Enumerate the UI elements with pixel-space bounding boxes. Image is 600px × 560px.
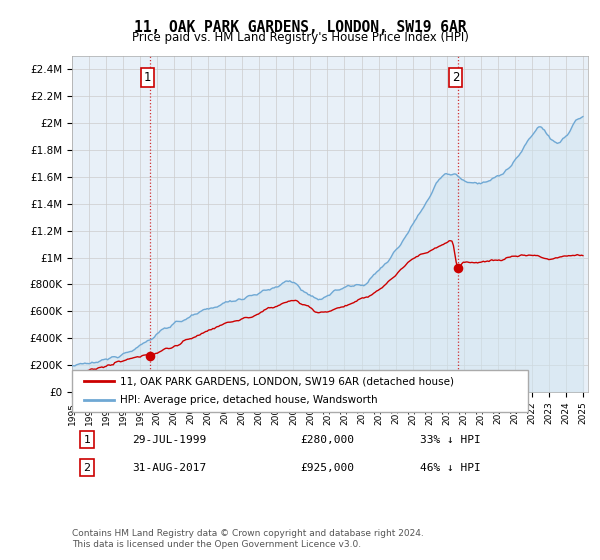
Text: Price paid vs. HM Land Registry's House Price Index (HPI): Price paid vs. HM Land Registry's House … bbox=[131, 31, 469, 44]
Text: 2: 2 bbox=[83, 463, 91, 473]
Text: 46% ↓ HPI: 46% ↓ HPI bbox=[420, 463, 481, 473]
Text: 1: 1 bbox=[83, 435, 91, 445]
Text: 11, OAK PARK GARDENS, LONDON, SW19 6AR (detached house): 11, OAK PARK GARDENS, LONDON, SW19 6AR (… bbox=[120, 376, 454, 386]
Point bbox=[145, 351, 155, 360]
Text: 33% ↓ HPI: 33% ↓ HPI bbox=[420, 435, 481, 445]
Point bbox=[453, 263, 463, 272]
Text: £925,000: £925,000 bbox=[300, 463, 354, 473]
Text: Contains HM Land Registry data © Crown copyright and database right 2024.
This d: Contains HM Land Registry data © Crown c… bbox=[72, 529, 424, 549]
Text: 31-AUG-2017: 31-AUG-2017 bbox=[132, 463, 206, 473]
Text: 1: 1 bbox=[143, 71, 151, 84]
Text: 11, OAK PARK GARDENS, LONDON, SW19 6AR: 11, OAK PARK GARDENS, LONDON, SW19 6AR bbox=[134, 20, 466, 35]
Text: £280,000: £280,000 bbox=[300, 435, 354, 445]
Text: 29-JUL-1999: 29-JUL-1999 bbox=[132, 435, 206, 445]
Text: 2: 2 bbox=[452, 71, 459, 84]
Text: HPI: Average price, detached house, Wandsworth: HPI: Average price, detached house, Wand… bbox=[120, 395, 377, 405]
